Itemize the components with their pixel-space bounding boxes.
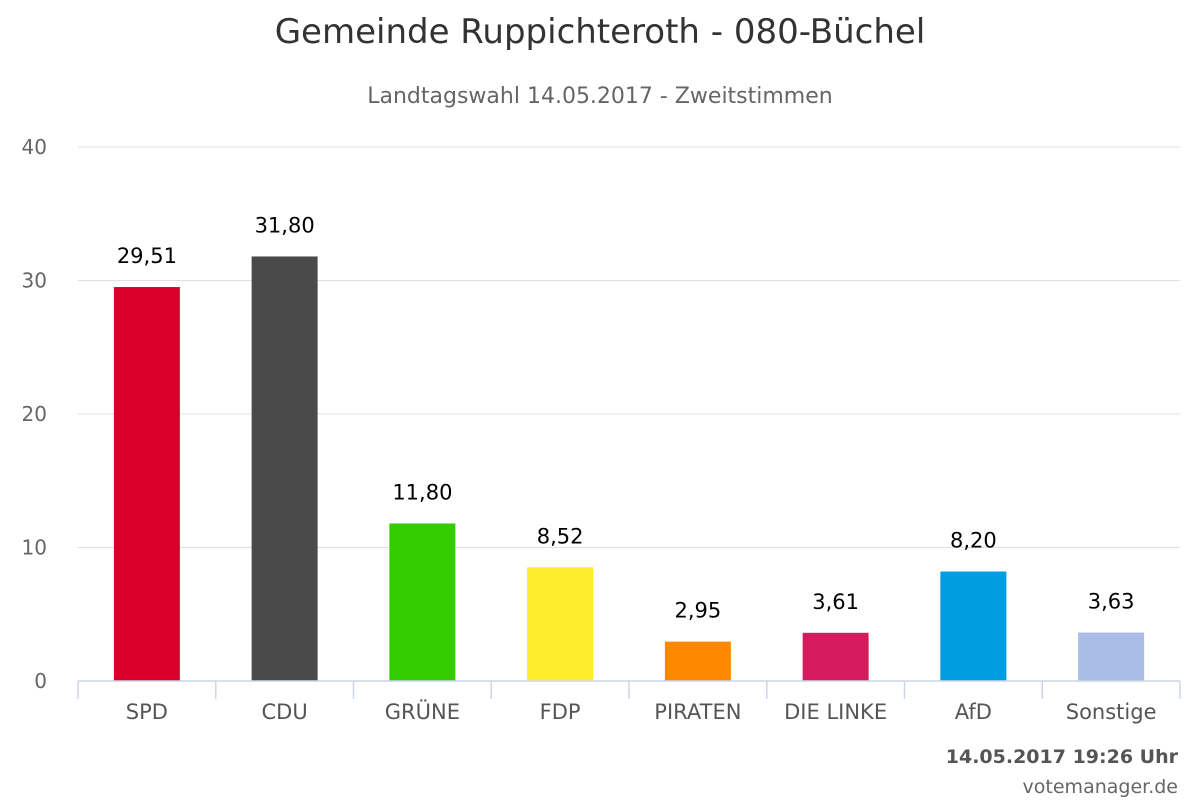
data-label: 8,52: [537, 524, 584, 548]
x-tick-label: DIE LINKE: [784, 700, 887, 724]
data-label: 11,80: [392, 480, 452, 504]
source-credit: votemanager.de: [1022, 776, 1178, 798]
timestamp: 14.05.2017 19:26 Uhr: [945, 746, 1178, 768]
bar-afd[interactable]: [940, 571, 1007, 681]
bar-grüne[interactable]: [389, 523, 456, 681]
bar-cdu[interactable]: [251, 256, 318, 681]
y-tick-label: 0: [34, 669, 47, 693]
chart-subtitle: Landtagswahl 14.05.2017 - Zweitstimmen: [367, 84, 833, 109]
bar-die-linke[interactable]: [802, 632, 869, 681]
data-label: 8,20: [950, 529, 997, 553]
x-tick-label: CDU: [262, 700, 308, 724]
x-tick-label: GRÜNE: [385, 699, 460, 724]
data-label: 31,80: [255, 213, 315, 237]
x-tick-label: PIRATEN: [654, 700, 741, 724]
data-label: 3,61: [812, 590, 859, 614]
data-label: 3,63: [1088, 590, 1135, 614]
bar-sonstige[interactable]: [1078, 632, 1145, 681]
y-tick-label: 40: [22, 135, 47, 159]
bar-fdp[interactable]: [527, 567, 594, 681]
y-tick-label: 30: [22, 269, 47, 293]
x-tick-label: AfD: [955, 700, 992, 724]
x-tick-label: FDP: [540, 700, 581, 724]
bar-piraten[interactable]: [664, 641, 731, 681]
x-tick-label: Sonstige: [1066, 700, 1157, 724]
y-tick-label: 10: [22, 536, 47, 560]
bar-spd[interactable]: [113, 287, 180, 681]
chart-title: Gemeinde Ruppichteroth - 080-Büchel: [274, 12, 926, 52]
x-tick-label: SPD: [126, 700, 168, 724]
data-label: 2,95: [674, 599, 721, 623]
y-tick-label: 20: [22, 402, 47, 426]
data-label: 29,51: [117, 244, 177, 268]
